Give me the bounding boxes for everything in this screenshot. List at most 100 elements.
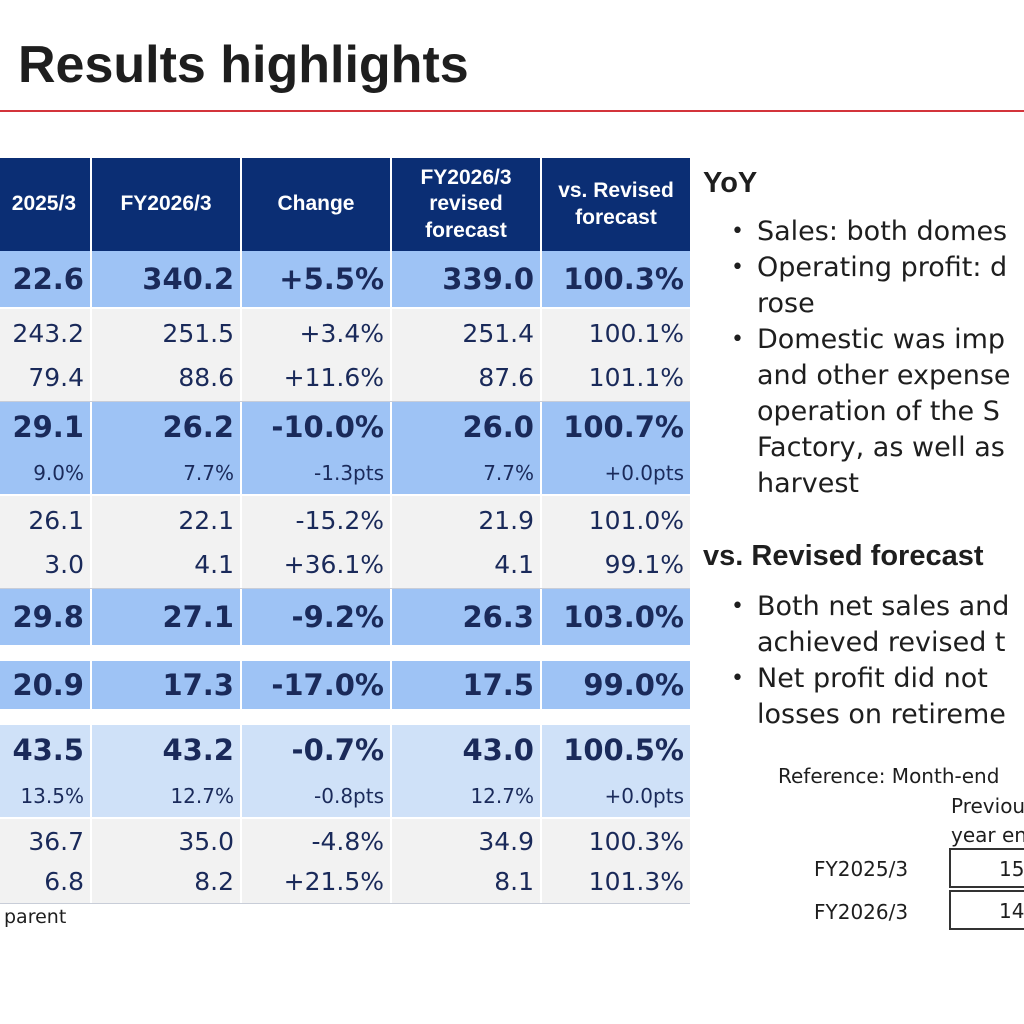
table-cell: 21.9 4.1 — [390, 496, 540, 588]
table-cell: +5.5% — [240, 251, 390, 307]
table-cell: 100.3% 101.3% — [540, 819, 690, 903]
table-cell: 43.2 — [90, 725, 240, 775]
cell-value: 6.8 — [44, 866, 84, 896]
reference-value-box: 14 — [949, 890, 1024, 930]
table-row: 26.1 3.0 22.1 4.1 -15.2% +36.1% 21.9 4.1 101… — [0, 496, 690, 589]
table-cell: 29.8 — [12, 600, 84, 634]
table-cell: 339.0 — [390, 251, 540, 307]
table-cell: 43.5 — [12, 733, 84, 767]
cell-value: 26.1 — [28, 505, 84, 535]
table-row: 29.1 26.2 -10.0% 26.0 100.7% 9.0% 7.7% -… — [0, 402, 690, 496]
cell-value: 251.5 — [162, 318, 234, 348]
cell-value: 8.1 — [494, 866, 534, 896]
table-cell: 100.3% — [540, 251, 690, 307]
cell-value: 100.1% — [588, 318, 684, 348]
table-cell: 35.0 8.2 — [90, 819, 240, 903]
cell-value: 100.3% — [588, 826, 684, 856]
reference-row-label: FY2025/3 — [814, 857, 909, 881]
cell-value: 36.7 — [28, 826, 84, 856]
vs-revised-bullet-list: • Both net sales and achieved revised t •… — [725, 589, 1009, 733]
table-cell: 26.0 — [390, 402, 540, 452]
reference-value-box: 15 — [949, 848, 1024, 888]
header-current-year: FY2026/3 — [90, 158, 240, 251]
table-cell: 9.0% — [33, 461, 84, 485]
table-cell: 12.7% — [90, 775, 240, 817]
table-cell: 99.0% — [540, 661, 690, 709]
cell-value: 34.9 — [478, 826, 534, 856]
table-header-row: 2025/3 FY2026/3 Change FY2026/3 revised … — [0, 158, 690, 251]
cell-value: +3.4% — [299, 318, 384, 348]
table-cell: 26.3 — [390, 589, 540, 645]
page-title: Results highlights — [18, 36, 469, 94]
yoy-bullet-list: • Sales: both domes • Operating profit: d … — [725, 214, 1011, 502]
table-cell: 100.7% — [540, 402, 690, 452]
list-item: • Net profit did not losses on retireme — [725, 661, 1009, 733]
table-cell: 29.1 — [12, 410, 84, 444]
vs-revised-heading: vs. Revised forecast — [703, 540, 984, 572]
list-item: • Domestic was imp and other expense oper… — [725, 322, 1011, 502]
table-row: 29.8 27.1 -9.2% 26.3 103.0% — [0, 589, 690, 647]
header-revised-forecast: FY2026/3 revised forecast — [390, 158, 540, 251]
table-cell: 26.1 3.0 — [0, 496, 90, 588]
table-cell: 13.5% — [20, 784, 84, 808]
cell-value: 8.2 — [194, 866, 234, 896]
table-cell: 251.5 88.6 — [90, 309, 240, 401]
cell-value: +21.5% — [283, 866, 384, 896]
cell-value: 99.1% — [604, 549, 684, 579]
table-cell: 17.3 — [90, 661, 240, 709]
bullet-text: Net profit did not losses on retireme — [757, 663, 1006, 730]
table-cell: 100.1% 101.1% — [540, 309, 690, 401]
table-cell: 36.7 6.8 — [0, 819, 90, 903]
cell-value: 87.6 — [478, 362, 534, 392]
bullet-text: Operating profit: d rose — [757, 252, 1008, 319]
table-cell: 251.4 87.6 — [390, 309, 540, 401]
list-item: • Sales: both domes — [725, 214, 1011, 250]
cell-value: 101.1% — [588, 362, 684, 392]
table-cell: -15.2% +36.1% — [240, 496, 390, 588]
title-underline — [0, 110, 1024, 112]
table-row: 20.9 17.3 -17.0% 17.5 99.0% — [0, 661, 690, 711]
cell-value: 79.4 — [28, 362, 84, 392]
cell-value: 3.0 — [44, 549, 84, 579]
table-spacer — [0, 647, 690, 661]
table-cell: -0.8pts — [240, 775, 390, 817]
table-cell: -0.7% — [240, 725, 390, 775]
table-cell: -9.2% — [240, 589, 390, 645]
cell-value: 243.2 — [12, 318, 84, 348]
table-cell: 103.0% — [540, 589, 690, 645]
table-cell: 340.2 — [90, 251, 240, 307]
table-row: 36.7 6.8 35.0 8.2 -4.8% +21.5% 34.9 8.1 100.… — [0, 819, 690, 904]
table-cell: +3.4% +11.6% — [240, 309, 390, 401]
table-cell: +0.0pts — [540, 775, 690, 817]
table-cell: 22.1 4.1 — [90, 496, 240, 588]
header-change: Change — [240, 158, 390, 251]
bullet-dot-icon: • — [731, 327, 744, 352]
table-cell: -10.0% — [240, 402, 390, 452]
table-cell: 43.0 — [390, 725, 540, 775]
table-cell: 12.7% — [390, 775, 540, 817]
cell-value: 22.1 — [178, 505, 234, 535]
table-cell: -17.0% — [240, 661, 390, 709]
header-prev-year: 2025/3 — [11, 192, 76, 216]
table-cell: 17.5 — [390, 661, 540, 709]
cell-value: 35.0 — [178, 826, 234, 856]
table-cell: 22.6 — [12, 262, 84, 296]
results-table: 2025/3 FY2026/3 Change FY2026/3 revised … — [0, 158, 690, 904]
table-cell: 7.7% — [90, 452, 240, 494]
yoy-heading: YoY — [703, 167, 758, 199]
cell-value: -15.2% — [295, 505, 384, 535]
cell-value: -4.8% — [311, 826, 384, 856]
table-cell: -4.8% +21.5% — [240, 819, 390, 903]
bullet-dot-icon: • — [731, 666, 744, 691]
list-item: • Operating profit: d rose — [725, 250, 1011, 322]
table-cell: 20.9 — [12, 668, 84, 702]
reference-column-header: Previou year en — [951, 794, 1024, 847]
table-row: 43.5 43.2 -0.7% 43.0 100.5% 13.5% 12.7% … — [0, 725, 690, 819]
table-cell: 26.2 — [90, 402, 240, 452]
reference-row-label: FY2026/3 — [814, 900, 909, 924]
cell-value: 251.4 — [462, 318, 534, 348]
header-vs-revised: vs. Revised forecast — [540, 158, 690, 251]
table-row: 243.2 79.4 251.5 88.6 +3.4% +11.6% 251.4 87.… — [0, 309, 690, 402]
bullet-text: Sales: both domes — [757, 216, 1008, 247]
reference-title: Reference: Month-end — [778, 764, 1000, 788]
